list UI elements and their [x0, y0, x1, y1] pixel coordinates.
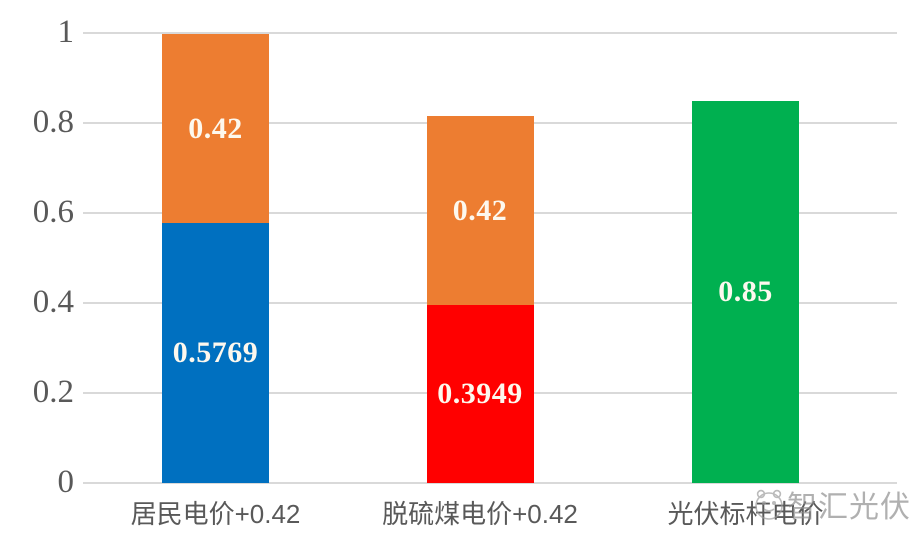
x-axis-category-label: 脱硫煤电价+0.42 [382, 499, 578, 529]
coal-tariff-segment: 0.3949 [426, 305, 534, 483]
y-axis-tick-label: 1 [57, 13, 75, 50]
watermark-text: 智汇光伏 [787, 491, 910, 524]
x-axis-category-label: 居民电价+0.42 [130, 499, 301, 529]
watermark: 智汇光伏 [752, 482, 910, 526]
y-axis-tick-label: 0.8 [32, 103, 74, 140]
pv-benchmark-tariff-segment: 0.85 [692, 100, 799, 483]
segment-value-label: 0.5769 [172, 336, 259, 370]
coal-price-bar: 0.3949 0.42 [426, 116, 534, 483]
y-axis-tick-label: 0.6 [32, 193, 74, 230]
x-axis-category-label: 光伏标杆电价 [667, 499, 824, 529]
segment-value-label: 0.85 [718, 274, 773, 308]
residential-price-bar: 0.5769 0.42 [162, 34, 269, 483]
subsidy-segment: 0.42 [426, 116, 534, 306]
segment-value-label: 0.3949 [437, 377, 523, 411]
y-axis-tick-label: 0.2 [32, 373, 74, 410]
y-axis-tick-label: 0.4 [32, 283, 74, 320]
segment-value-label: 0.42 [452, 193, 508, 227]
subsidy-segment: 0.42 [162, 34, 269, 224]
gridline [83, 482, 897, 484]
y-axis-tick-label: 0 [57, 463, 75, 500]
gridline [83, 32, 897, 34]
pv-benchmark-bar: 0.85 [692, 100, 799, 483]
residential-tariff-segment: 0.5769 [162, 223, 269, 483]
segment-value-label: 0.42 [188, 111, 243, 145]
cartoon-face-logo-icon [752, 487, 786, 521]
